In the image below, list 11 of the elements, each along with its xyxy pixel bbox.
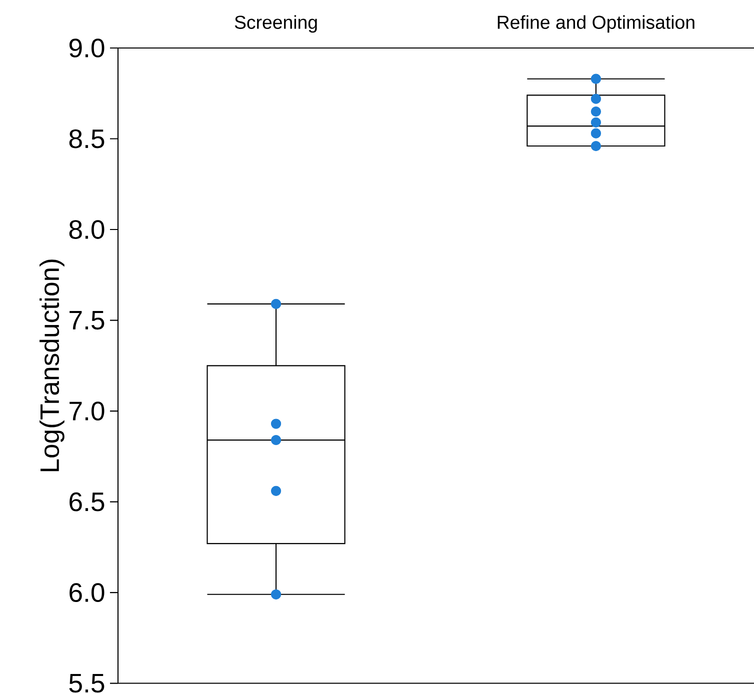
x-tick-label: Screening — [234, 15, 317, 33]
x-tick-label: Refine and Optimisation — [498, 15, 694, 33]
y-tick-label: 7.5 — [70, 310, 104, 330]
y-tick-label: 8.0 — [69, 220, 104, 239]
y-axis-title: Log(Transduction) — [40, 260, 64, 472]
y-tick-label: 8.5 — [69, 129, 104, 148]
y-tick-label: 6.5 — [70, 492, 104, 512]
y-tick-label: 7.0 — [70, 402, 104, 420]
y-tick-label: 6.0 — [70, 583, 104, 602]
y-tick-label: 5.5 — [69, 674, 104, 693]
y-tick-label: 9.0 — [69, 38, 104, 58]
